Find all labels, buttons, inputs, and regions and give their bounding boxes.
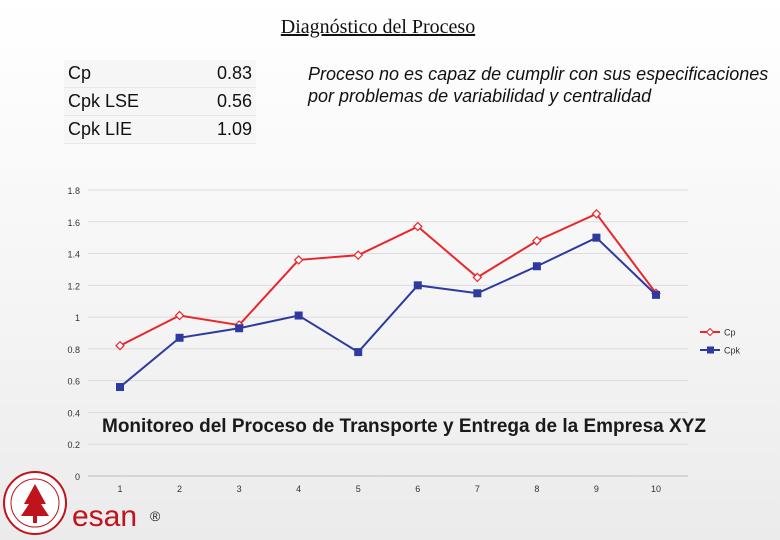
x-tick-label: 6 bbox=[415, 484, 420, 494]
diagnosis-text: Proceso no es capaz de cumplir con sus e… bbox=[308, 64, 769, 106]
data-point-cp bbox=[412, 221, 423, 232]
data-point-cpk bbox=[175, 333, 184, 342]
data-point-cp bbox=[532, 235, 542, 246]
data-point-cpk bbox=[592, 233, 601, 242]
metric-value: 0.83 bbox=[168, 60, 256, 88]
y-tick-label: 0.6 bbox=[67, 377, 80, 387]
legend-marker-cpk bbox=[707, 346, 714, 354]
data-point-cpk bbox=[473, 289, 482, 298]
metric-name: Cp bbox=[64, 60, 168, 88]
x-tick-label: 3 bbox=[237, 484, 242, 494]
x-tick-label: 1 bbox=[117, 484, 122, 494]
y-tick-label: 1.2 bbox=[67, 281, 80, 291]
x-tick-label: 4 bbox=[296, 484, 301, 494]
data-point-cp bbox=[591, 208, 602, 219]
y-tick-label: 1.4 bbox=[67, 250, 80, 260]
data-point-cpk bbox=[116, 383, 124, 392]
line-chart: 0 0.2 0.4 0.6 0.8 1 1.2 1.4 1.6 1.8 1 2 3 4 5 6 7 8 9 10 Cp C… bbox=[67, 186, 741, 494]
legend-marker-cp bbox=[705, 327, 715, 337]
data-point-cp bbox=[472, 272, 483, 283]
x-tick-label: 2 bbox=[177, 484, 182, 494]
x-tick-label: 8 bbox=[534, 484, 539, 494]
y-tick-label: 0.2 bbox=[67, 440, 80, 450]
y-tick-label: 0 bbox=[75, 472, 80, 482]
data-point-cp bbox=[115, 340, 125, 351]
y-tick-label: 0.8 bbox=[67, 345, 80, 355]
data-point-cpk bbox=[294, 311, 303, 320]
data-point-cpk bbox=[413, 281, 422, 290]
data-point-cpk bbox=[235, 324, 244, 333]
table-row: Cp 0.83 bbox=[64, 60, 256, 88]
data-point-cp bbox=[174, 310, 185, 321]
data-point-cpk bbox=[532, 262, 541, 271]
x-tick-label: 7 bbox=[475, 484, 480, 494]
series-line-cp bbox=[119, 212, 657, 347]
capability-table: Cp 0.83 Cpk LSE 0.56 Cpk LIE 1.09 bbox=[64, 60, 256, 144]
y-tick-label: 0.4 bbox=[67, 408, 80, 418]
university-seal-tree-icon bbox=[3, 471, 67, 535]
x-tick-label: 5 bbox=[356, 484, 361, 494]
metric-name: Cpk LIE bbox=[64, 115, 168, 144]
legend-label: Cp bbox=[724, 328, 736, 338]
x-tick-label: 9 bbox=[594, 484, 599, 494]
table-row: Cpk LSE 0.56 bbox=[64, 87, 256, 116]
metric-value: 1.09 bbox=[168, 115, 256, 144]
data-point-cp bbox=[353, 250, 364, 260]
y-tick-label: 1 bbox=[75, 313, 80, 323]
logo-wordmark: esan bbox=[72, 500, 138, 533]
legend-label: Cpk bbox=[724, 346, 741, 356]
registered-mark: ® bbox=[150, 508, 161, 524]
chart-title: Monitoreo del Proceso de Transporte y En… bbox=[102, 416, 706, 437]
data-point-cp bbox=[293, 255, 304, 265]
x-tick-label: 10 bbox=[651, 484, 661, 494]
data-point-cpk bbox=[354, 348, 363, 357]
metric-value: 0.56 bbox=[168, 87, 256, 116]
table-row: Cpk LIE 1.09 bbox=[64, 115, 256, 144]
series-line-cpk bbox=[119, 236, 657, 388]
data-point-cpk bbox=[652, 290, 660, 299]
page-title: Diagnóstico del Proceso bbox=[280, 16, 476, 38]
y-tick-label: 1.6 bbox=[67, 218, 80, 228]
metric-name: Cpk LSE bbox=[64, 87, 168, 116]
y-tick-label: 1.8 bbox=[67, 186, 80, 196]
